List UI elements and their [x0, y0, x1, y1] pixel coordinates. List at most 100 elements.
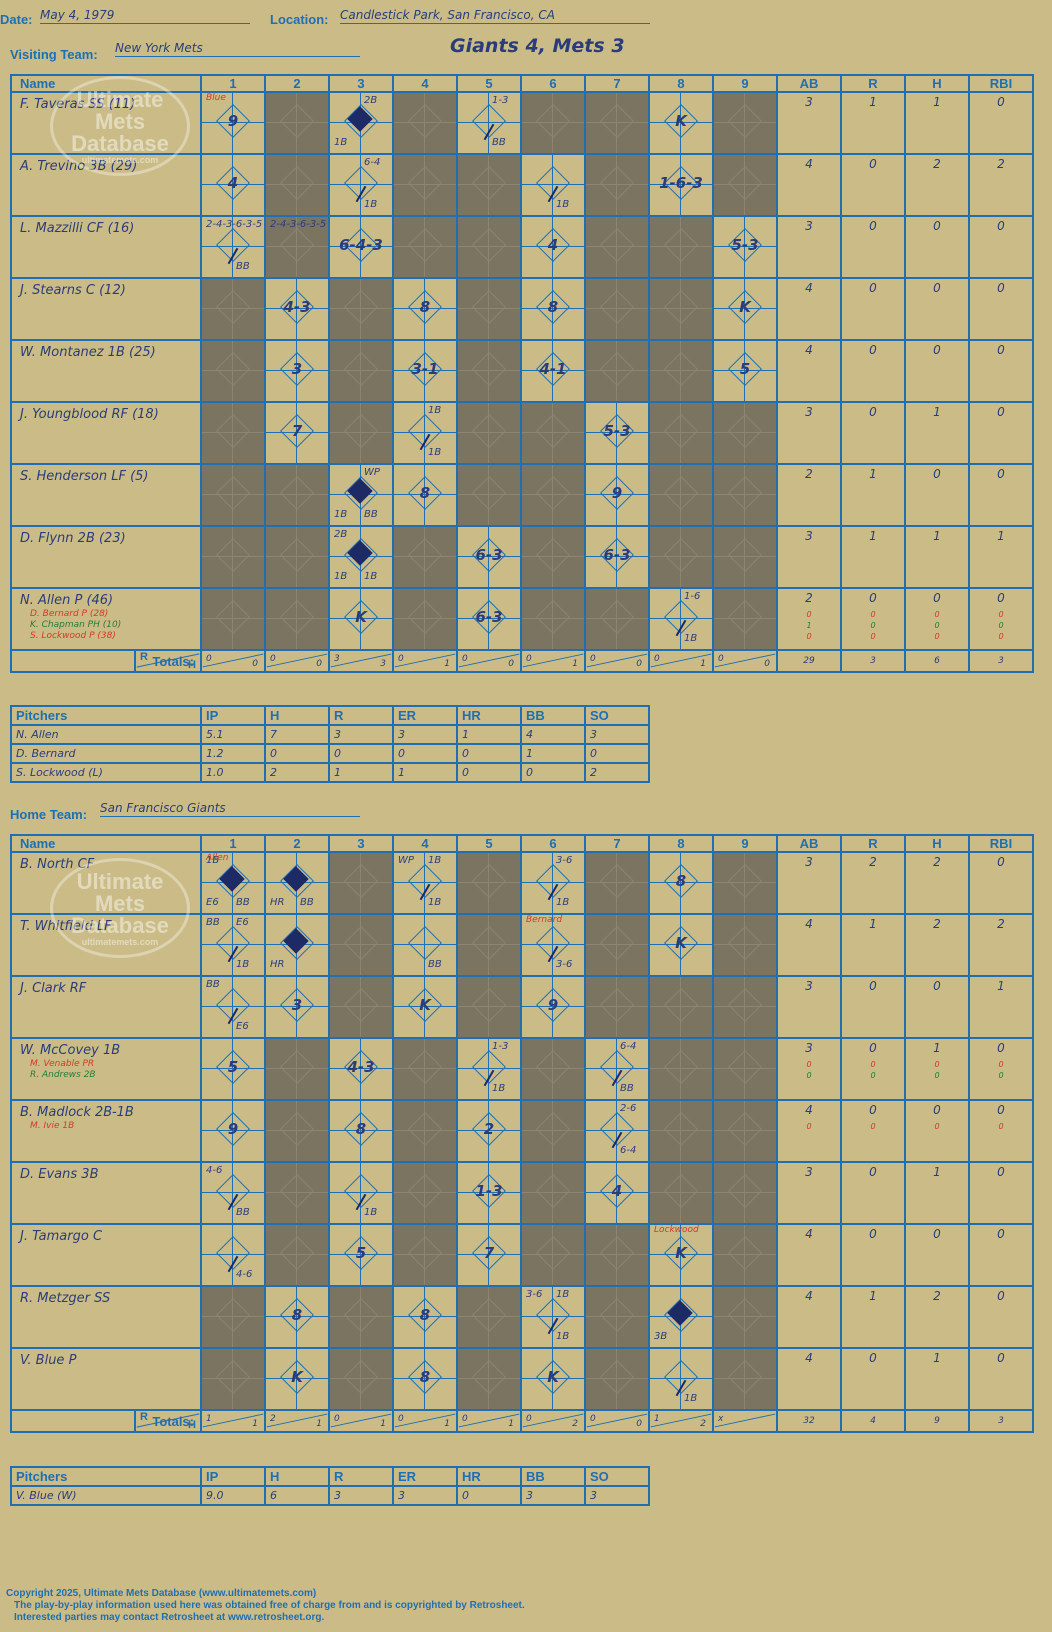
cell-guide-line — [424, 403, 425, 463]
at-bat-cell: 8 — [392, 1347, 458, 1411]
stat-value: 0 — [997, 95, 1005, 109]
play-note: E6 — [206, 897, 219, 908]
base-diamond — [600, 166, 634, 200]
column-header-inning: 7 — [584, 74, 650, 93]
substitutes: D. Bernard P (28) K. Chapman PH (10) S. Lo… — [30, 609, 121, 642]
play-result: 5-3 — [603, 422, 631, 440]
batter-stat-h: 0 0 0 0 — [904, 587, 970, 651]
cell-guide-line — [424, 589, 425, 649]
cell-guide-line — [714, 370, 776, 371]
at-bat-cell — [584, 215, 650, 279]
at-bat-cell: 8 — [520, 277, 586, 341]
play-note: 1B — [428, 447, 442, 458]
substitute-stat: 0 — [934, 621, 940, 630]
at-bat-cell: 1B — [648, 1347, 714, 1411]
cell-guide-line — [488, 465, 489, 525]
cell-guide-line — [360, 1039, 361, 1099]
substitute-stat: 0 — [806, 610, 812, 619]
at-bat-cell — [456, 277, 522, 341]
cell-guide-line — [202, 184, 264, 185]
at-bat-cell: 6-4-3 — [328, 215, 394, 279]
cell-guide-line — [680, 853, 681, 913]
stat-value: 0 — [997, 1289, 1005, 1303]
stat-value: 1 — [869, 917, 877, 931]
team-total-r: 4 — [840, 1409, 906, 1433]
cell-guide-line — [458, 1068, 520, 1069]
cell-guide-line — [266, 1068, 328, 1069]
batter-stat-ab: 4 — [776, 1223, 842, 1287]
cell-guide-line — [680, 1163, 681, 1223]
cell-guide-line — [458, 308, 520, 309]
play-note: 2B — [364, 95, 378, 106]
play-result: 9 — [227, 112, 239, 130]
play-note: 1B — [236, 959, 250, 970]
substitutes: M. Venable PR R. Andrews 2B — [30, 1059, 96, 1081]
play-result: 9 — [611, 484, 623, 502]
batter-name-cell: W. Montanez 1B (25) — [10, 339, 202, 403]
batter-stat-rbi: 0 — [968, 215, 1034, 279]
cell-guide-line — [266, 122, 328, 123]
pitcher-stat: 2 — [264, 762, 330, 783]
totals-label: Totals: — [152, 653, 194, 669]
cell-guide-line — [296, 527, 297, 587]
at-bat-cell — [648, 1161, 714, 1225]
cell-guide-line — [266, 370, 328, 371]
footer-copyright: Copyright 2025, Ultimate Mets Database (… — [6, 1588, 317, 1599]
cell-guide-line — [202, 1006, 264, 1007]
cell-guide-line — [586, 882, 648, 883]
cell-guide-line — [552, 1349, 553, 1409]
stat-value: 0 — [869, 591, 877, 605]
stat-value: 1 — [997, 979, 1005, 993]
pitcher-stat: 1 — [328, 762, 394, 783]
at-bat-cell — [648, 401, 714, 465]
cell-guide-line — [744, 217, 745, 277]
cell-guide-line — [424, 915, 425, 975]
play-note: 1B — [428, 897, 442, 908]
base-diamond — [472, 988, 506, 1022]
column-header-inning: 8 — [648, 74, 714, 93]
inning-hits: 0 — [252, 659, 258, 669]
play-note: E6 — [236, 1021, 249, 1032]
stat-value: 0 — [997, 1165, 1005, 1179]
at-bat-cell — [648, 215, 714, 279]
play-note: 1B — [556, 897, 570, 908]
cell-guide-line — [586, 1316, 648, 1317]
pitcher-stat: 4 — [520, 724, 586, 745]
at-bat-cell: 9 — [520, 975, 586, 1039]
at-bat-cell — [264, 525, 330, 589]
cell-guide-line — [680, 465, 681, 525]
play-result: 5 — [739, 360, 751, 378]
play-result: K — [419, 996, 431, 1014]
base-diamond — [600, 1236, 634, 1270]
at-bat-cell — [328, 975, 394, 1039]
base-diamond — [472, 926, 506, 960]
at-bat-cell — [200, 277, 266, 341]
cell-guide-line — [266, 1006, 328, 1007]
batter-stat-r: 0 — [840, 277, 906, 341]
at-bat-cell: 1-3 — [456, 1161, 522, 1225]
substitute-stats: 0 — [778, 1121, 840, 1132]
stat-value: 3 — [805, 405, 813, 419]
cell-guide-line — [650, 308, 712, 309]
at-bat-cell: 6-3 — [456, 587, 522, 651]
at-bat-cell — [328, 339, 394, 403]
at-bat-cell — [392, 525, 458, 589]
at-bat-cell — [648, 277, 714, 341]
cell-guide-line — [296, 341, 297, 401]
watermark-line3: Database — [71, 131, 169, 156]
cell-guide-line — [616, 853, 617, 913]
play-note: 2-4-3-6-3-5 — [270, 219, 327, 230]
base-diamond — [216, 1298, 250, 1332]
base-diamond — [728, 166, 762, 200]
pitcher-stat: 3 — [328, 724, 394, 745]
play-note: 1-6 — [684, 591, 701, 602]
play-result: 6-3 — [603, 546, 631, 564]
cell-guide-line — [360, 1225, 361, 1285]
cell-guide-line — [586, 944, 648, 945]
play-note: 1B — [428, 855, 442, 866]
substitute-stat: 1 — [806, 621, 812, 630]
batter-name-cell: R. Metzger SS — [10, 1285, 202, 1349]
substitute-stat: 0 — [870, 621, 876, 630]
at-bat-cell — [712, 463, 778, 527]
